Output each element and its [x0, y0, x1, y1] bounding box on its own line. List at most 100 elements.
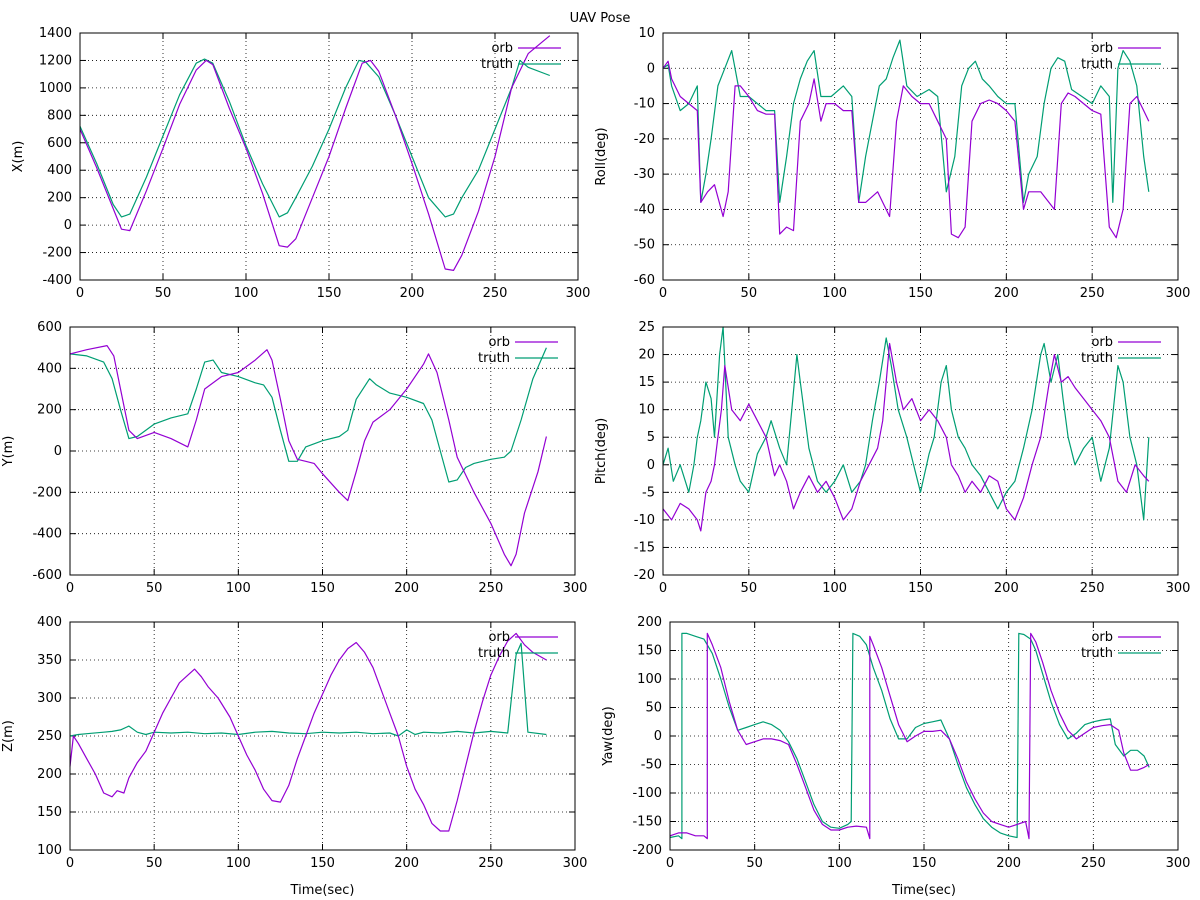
z-series-truth — [69, 642, 547, 737]
x-ytick-label: 600 — [47, 136, 72, 151]
x-xtick-label: 200 — [400, 286, 425, 301]
y-xtick-label: 200 — [394, 581, 419, 596]
yaw-series-orb — [669, 632, 1150, 840]
yaw-xlabel: Time(sec) — [891, 883, 956, 898]
z-ylabel: Z(m) — [1, 720, 16, 752]
y-series-truth — [69, 347, 547, 483]
pitch-ytick-label: 20 — [638, 348, 655, 363]
z-xtick-label: 50 — [146, 856, 163, 871]
x-legend-label-orb: orb — [491, 41, 513, 56]
x-ytick-label: 0 — [64, 218, 72, 233]
yaw-plot-border — [669, 621, 1179, 851]
yaw-xtick-label: 200 — [996, 856, 1021, 871]
y-xtick-label: 100 — [226, 581, 251, 596]
roll-series-truth — [662, 39, 1150, 203]
roll-ylabel: Roll(deg) — [594, 127, 609, 185]
x-ytick-label: 400 — [47, 163, 72, 178]
chart-roll: 0 50 100 150 200 250 300 -60 -50 -40 -30 -20 -10 0 10 o… — [594, 26, 1190, 301]
z-legend-label-orb: orb — [488, 630, 510, 645]
yaw-xtick-label: 0 — [666, 856, 674, 871]
roll-xtick-label: 100 — [822, 286, 847, 301]
roll-xtick-label: 0 — [659, 286, 667, 301]
x-ytick-label: 800 — [47, 108, 72, 123]
yaw-ylabel: Yaw(deg) — [601, 706, 616, 766]
roll-series-orb — [662, 60, 1150, 239]
roll-legend-label-orb: orb — [1091, 41, 1113, 56]
y-ytick-label: -600 — [32, 568, 62, 583]
pitch-ytick-label: -10 — [634, 513, 655, 528]
z-ytick-label: 150 — [37, 805, 62, 820]
x-ytick-label: 1400 — [39, 26, 72, 41]
pitch-xtick-label: 300 — [1166, 581, 1191, 596]
y-legend-label-truth: truth — [478, 351, 510, 366]
roll-ytick-label: 10 — [638, 26, 655, 41]
pitch-ytick-label: -5 — [642, 485, 655, 500]
z-series-orb — [69, 632, 547, 832]
yaw-ytick-label: 150 — [637, 644, 662, 659]
x-xtick-label: 0 — [76, 286, 84, 301]
pitch-ytick-label: 0 — [647, 458, 655, 473]
pitch-xtick-label: 50 — [741, 581, 758, 596]
pitch-ylabel: Pitch(deg) — [594, 418, 609, 484]
pitch-xtick-label: 0 — [659, 581, 667, 596]
x-plot-border — [79, 32, 579, 281]
yaw-ytick-label: -50 — [641, 758, 662, 773]
y-ylabel: Y(m) — [1, 436, 16, 468]
chart-y: 0 50 100 150 200 250 300 -600 -400 -200 0 200 400 600… — [1, 320, 587, 596]
x-ytick-label: 1200 — [39, 53, 72, 68]
roll-ytick-label: -10 — [634, 97, 655, 112]
roll-legend-label-truth: truth — [1081, 57, 1113, 72]
yaw-xtick-label: 250 — [1081, 856, 1106, 871]
panels: 0 50 100 150 200 250 300-400-20002004006008001… — [1, 26, 1190, 898]
yaw-legend-label-truth: truth — [1081, 646, 1113, 661]
pitch-ytick-label: 25 — [638, 320, 655, 335]
yaw-ytick-label: -100 — [632, 786, 662, 801]
x-ytick-label: -200 — [42, 246, 72, 261]
yaw-xtick-label: 300 — [1166, 856, 1191, 871]
figure-title: UAV Pose — [570, 11, 631, 26]
chart-z: 0 50 100 150 200 250 300 100 150 200 250 300 350 400 o… — [1, 615, 587, 898]
roll-ytick-label: -40 — [634, 202, 655, 217]
roll-xtick-label: 150 — [908, 286, 933, 301]
x-xtick-label: 250 — [483, 286, 508, 301]
roll-ytick-label: -20 — [634, 132, 655, 147]
z-xlabel: Time(sec) — [290, 883, 355, 898]
y-xtick-label: 0 — [66, 581, 74, 596]
roll-ytick-label: -60 — [634, 273, 655, 288]
z-ytick-label: 250 — [37, 729, 62, 744]
y-ytick-label: -200 — [32, 485, 62, 500]
yaw-ytick-label: 0 — [654, 729, 662, 744]
x-xtick-label: 100 — [234, 286, 259, 301]
x-ytick-label: -400 — [42, 273, 72, 288]
pitch-xtick-label: 250 — [1080, 581, 1105, 596]
x-series-orb — [79, 35, 551, 271]
x-ytick-label: 200 — [47, 191, 72, 206]
x-series-truth — [79, 58, 551, 218]
pitch-series-orb — [662, 342, 1150, 532]
x-xtick-label: 50 — [155, 286, 172, 301]
pitch-ytick-label: -20 — [634, 568, 655, 583]
z-ytick-label: 300 — [37, 691, 62, 706]
pitch-ytick-label: 5 — [647, 430, 655, 445]
y-ytick-label: 200 — [37, 403, 62, 418]
z-legend-label-truth: truth — [478, 646, 510, 661]
pitch-xtick-label: 200 — [994, 581, 1019, 596]
pitch-legend-label-orb: orb — [1091, 335, 1113, 350]
x-legend-label-truth: truth — [481, 57, 513, 72]
y-plot-border — [69, 326, 576, 576]
pitch-xtick-label: 150 — [908, 581, 933, 596]
z-plot-border — [69, 621, 576, 851]
chart-yaw: 0 50 100 150 200 250 300 -200 -150 -100 -50 0 50 100 1… — [601, 615, 1190, 898]
roll-ytick-label: -50 — [634, 238, 655, 253]
x-ytick-label: 1000 — [39, 81, 72, 96]
yaw-ytick-label: -200 — [632, 843, 662, 858]
pitch-legend-label-truth: truth — [1081, 351, 1113, 366]
y-xtick-label: 300 — [563, 581, 588, 596]
roll-xtick-label: 200 — [994, 286, 1019, 301]
yaw-ytick-label: -150 — [632, 815, 662, 830]
x-ylabel: X(m) — [11, 141, 26, 173]
